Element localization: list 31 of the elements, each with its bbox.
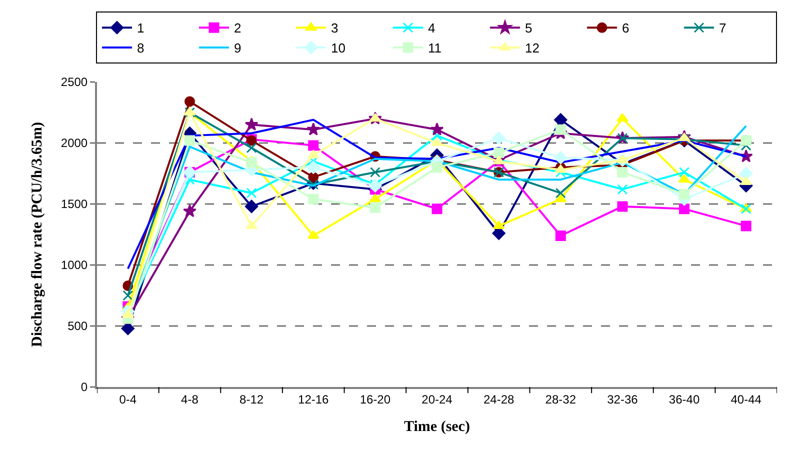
legend-label: 8	[137, 40, 144, 56]
x-tick-label: 32-36	[607, 392, 638, 406]
legend-label: 4	[428, 20, 436, 36]
legend-label: 2	[234, 20, 242, 36]
y-tick-label: 500	[68, 319, 88, 334]
y-tick-label: 2500	[60, 75, 88, 90]
x-tick-label: 4-8	[181, 392, 199, 406]
x-tick-label: 40-44	[730, 392, 762, 406]
x-tick-label: 24-28	[483, 392, 514, 406]
legend-label: 5	[525, 20, 532, 36]
y-tick-label: 1000	[60, 258, 88, 272]
legend-label: 6	[622, 20, 630, 36]
x-tick-label: 0-4	[119, 392, 137, 406]
x-tick-label: 8-12	[240, 392, 264, 406]
x-tick-label: 36-40	[668, 392, 700, 406]
y-tick-label: 1500	[60, 197, 88, 212]
legend-label: 1	[137, 20, 144, 36]
legend-label: 9	[234, 40, 242, 56]
legend-label: 7	[719, 20, 726, 36]
y-axis-title: Discharge flow rate (PCU/h/3.65m)	[30, 122, 46, 347]
x-tick-label: 12-16	[298, 392, 330, 406]
legend-label: 3	[331, 20, 338, 36]
y-tick-label: 0	[80, 380, 88, 394]
x-axis-title: Time (sec)	[404, 418, 470, 435]
x-tick-label: 28-32	[545, 392, 576, 406]
legend-label: 11	[428, 40, 442, 56]
legend-label: 10	[331, 40, 346, 56]
y-tick-label: 2000	[60, 136, 88, 150]
legend-label: 12	[525, 40, 540, 56]
x-tick-label: 16-20	[360, 392, 391, 406]
x-tick-label: 20-24	[422, 392, 453, 406]
